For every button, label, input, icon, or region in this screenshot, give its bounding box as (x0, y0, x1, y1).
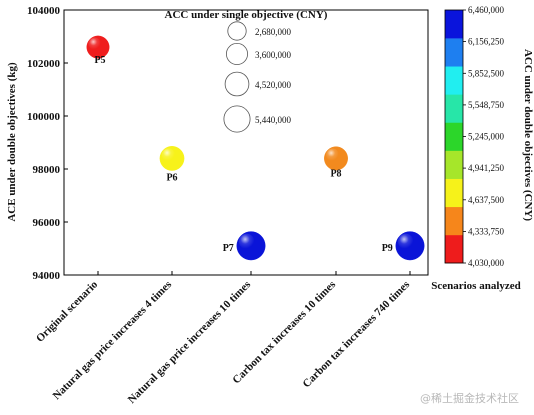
colorbar: 4,030,000 4,333,750 4,637,500 4,941,250 5,24… (444, 5, 505, 268)
x-tick-label: Natural gas price increases 10 times (126, 278, 254, 406)
y-tick-label: 104000 (27, 5, 61, 17)
size-legend-label: 4,520,000 (255, 80, 292, 90)
bubble-series: P5 P6 P7 P8 P9 (86, 35, 425, 261)
colorbar-segment (445, 94, 463, 123)
y-axis-ticks: 94000 96000 98000 100000 102000 104000 (27, 5, 68, 282)
size-legend-label: 2,680,000 (255, 27, 292, 37)
size-legend-title: ACC under single objective (CNY) (165, 9, 328, 21)
y-tick-label: 100000 (27, 111, 61, 123)
size-legend-circle (225, 43, 248, 66)
bubble-label-p8: P8 (330, 168, 341, 179)
colorbar-tick-label: 6,460,000 (468, 5, 505, 15)
colorbar-tick-label: 5,852,500 (468, 68, 505, 78)
bubble-highlight (326, 148, 339, 162)
bubble-highlight (238, 233, 255, 250)
y-axis-label: ACE under double objectives (kg) (6, 62, 18, 222)
colorbar-tick-label: 4,030,000 (468, 258, 505, 268)
x-axis-ticks: Original scenario Natural gas price incre… (34, 271, 413, 406)
colorbar-tick-label: 4,333,750 (468, 226, 505, 236)
colorbar-segment (445, 10, 463, 39)
y-tick-label: 94000 (33, 270, 61, 282)
size-legend-circle (224, 71, 250, 97)
colorbar-segment (445, 150, 463, 179)
plot-frame (63, 9, 429, 276)
y-tick-label: 102000 (27, 58, 61, 70)
colorbar-title: ACC under double objectives (CNY) (522, 49, 534, 221)
bubble-label-p9: P9 (382, 243, 393, 254)
colorbar-segment (445, 178, 463, 208)
bubble-label-p6: P6 (166, 172, 177, 183)
colorbar-segment (445, 122, 463, 151)
x-tick-label: Original scenario (34, 278, 101, 345)
colorbar-segment (445, 66, 463, 95)
bubble-highlight (88, 37, 101, 50)
y-tick-label: 96000 (33, 217, 61, 229)
colorbar-segment (445, 206, 463, 236)
colorbar-tick-label: 6,156,250 (468, 37, 505, 47)
bubble-highlight (397, 233, 414, 250)
size-legend-circle (227, 21, 247, 41)
x-axis-label: Scenarios analyzed (431, 280, 521, 292)
colorbar-tick-label: 5,548,750 (468, 100, 505, 110)
size-legend-label: 3,600,000 (255, 50, 292, 60)
colorbar-tick-label: 4,637,500 (468, 195, 505, 205)
size-legend-label: 5,440,000 (255, 115, 292, 125)
y-tick-label: 98000 (33, 164, 61, 176)
size-legend-circle (223, 105, 251, 133)
bubble-label-p7: P7 (223, 243, 234, 254)
bubble-highlight (161, 148, 175, 162)
watermark-text: @稀土掘金技术社区 (420, 391, 519, 405)
colorbar-tick-label: 5,245,000 (468, 132, 505, 142)
colorbar-segment (445, 234, 463, 264)
bubble-label-p5: P5 (94, 55, 105, 66)
colorbar-tick-label: 4,941,250 (468, 163, 505, 173)
colorbar-segment (445, 38, 463, 67)
size-legend: 2,680,000 3,600,000 4,520,000 5,440,000 (223, 21, 292, 133)
